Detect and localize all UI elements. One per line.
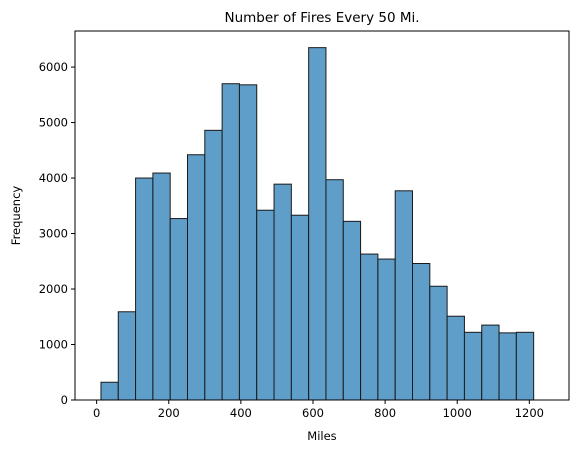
histogram-bar-19	[429, 285, 448, 401]
histogram-bar-0	[100, 381, 119, 401]
x-tick-label: 400	[230, 406, 252, 420]
histogram-bar-22	[481, 324, 500, 401]
histogram-bar-16	[377, 258, 396, 401]
histogram-bar-18	[412, 262, 431, 401]
histogram-bar-1	[117, 311, 137, 401]
histogram-bar-13	[325, 179, 344, 401]
x-tick-label: 200	[158, 406, 180, 420]
histogram-bar-3	[152, 172, 171, 401]
histogram-bar-9	[256, 209, 275, 401]
y-axis-label: Frequency	[9, 186, 23, 246]
histogram-bar-23	[498, 332, 517, 401]
histogram-bar-24	[515, 331, 535, 401]
histogram-bar-12	[308, 47, 327, 401]
y-tick-label: 4000	[39, 171, 68, 185]
x-tick-label: 1200	[515, 406, 544, 420]
histogram-bar-4	[169, 218, 189, 401]
x-tick-label: 1000	[443, 406, 472, 420]
y-tick-label: 5000	[39, 116, 68, 130]
histogram-bar-17	[394, 190, 414, 401]
histogram-bar-10	[273, 183, 292, 401]
histogram-bar-20	[446, 315, 465, 401]
chart-title: Number of Fires Every 50 Mi.	[224, 10, 419, 26]
histogram-bar-5	[187, 154, 206, 401]
y-axis-ticks: 0 1000 2000 3000 4000 5000 6000	[39, 60, 75, 407]
x-axis-ticks: 0 200 400 600 800 1000 1200	[93, 400, 544, 420]
histogram-bar-6	[204, 129, 223, 401]
x-axis-label: Miles	[307, 429, 336, 443]
y-tick-label: 0	[61, 393, 68, 407]
bars-group	[100, 47, 535, 401]
histogram-bar-8	[238, 84, 258, 401]
x-tick-label: 0	[93, 406, 100, 420]
plot-frame	[74, 30, 570, 401]
histogram-bar-21	[463, 331, 483, 401]
y-tick-label: 2000	[39, 282, 68, 296]
histogram-bar-2	[135, 177, 154, 401]
x-tick-label: 800	[374, 406, 396, 420]
histogram-bar-14	[342, 220, 362, 401]
y-tick-label: 6000	[39, 60, 68, 74]
histogram-bar-7	[221, 83, 240, 401]
histogram-bar-11	[290, 214, 310, 401]
x-tick-label: 600	[302, 406, 324, 420]
histogram-bar-15	[360, 253, 379, 401]
y-tick-label: 3000	[39, 227, 68, 241]
y-tick-label: 1000	[39, 338, 68, 352]
